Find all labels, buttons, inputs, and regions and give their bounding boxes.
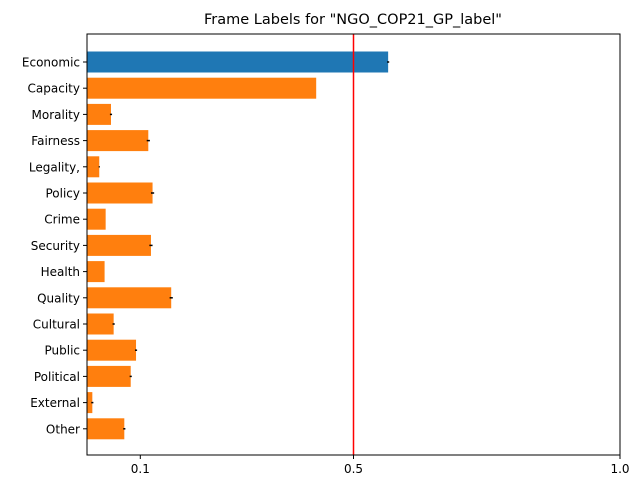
y-tick-label-11: Public (44, 344, 80, 358)
bar-10 (87, 313, 114, 335)
y-tick-label-5: Policy (45, 187, 80, 201)
bar-6 (87, 208, 106, 230)
bar-2 (87, 103, 111, 125)
y-tick-label-8: Health (41, 265, 80, 279)
bar-7 (87, 234, 151, 256)
bar-13 (87, 392, 93, 414)
y-tick-label-0: Economic (22, 56, 80, 70)
y-axis: Economic Capacity Morality Fairness Legality… (22, 56, 87, 436)
bar-8 (87, 261, 105, 283)
y-tick-label-6: Crime (44, 213, 80, 227)
bar-0 (87, 51, 389, 73)
x-tick-label-0: 0.1 (131, 462, 150, 476)
y-tick-label-3: Fairness (31, 134, 80, 148)
x-tick-label-1: 0.5 (344, 462, 363, 476)
y-tick-label-12: Political (34, 370, 80, 384)
y-tick-label-7: Security (31, 239, 80, 253)
bar-3 (87, 130, 149, 152)
bar-4 (87, 156, 100, 178)
bar-1 (87, 77, 317, 99)
bar-12 (87, 365, 131, 387)
x-tick-label-2: 1.0 (610, 462, 629, 476)
bars-group (87, 51, 389, 440)
y-tick-label-10: Cultural (33, 318, 80, 332)
y-tick-label-14: Other (46, 422, 80, 436)
bar-5 (87, 182, 153, 204)
error-bars-group (91, 61, 390, 430)
bar-9 (87, 287, 172, 309)
chart-title: Frame Labels for "NGO_COP21_GP_label" (204, 12, 502, 28)
y-tick-label-9: Quality (37, 291, 80, 305)
x-axis: 0.1 0.5 1.0 (131, 455, 630, 476)
y-tick-label-13: External (30, 396, 80, 410)
bar-14 (87, 418, 125, 440)
y-tick-label-2: Morality (32, 108, 80, 122)
bar-11 (87, 339, 137, 361)
y-tick-label-1: Capacity (28, 82, 80, 96)
y-tick-label-4: Legality, (29, 160, 80, 174)
